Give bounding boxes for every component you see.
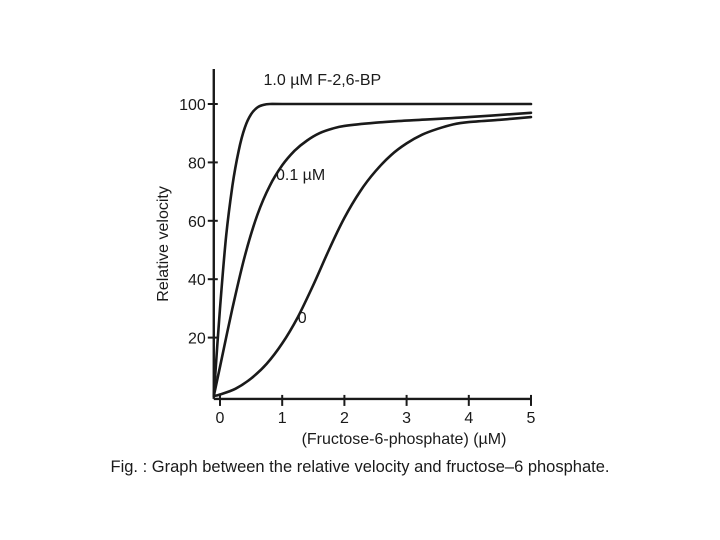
x-tick-label: 0: [216, 410, 225, 427]
figure-caption: Fig. : Graph between the relative veloci…: [110, 458, 610, 476]
labels: 1.0 µM F-2,6-BP 0.1 µM 0: [264, 72, 382, 327]
axes: 20 40 60 80 100 0 1 2 3 4 5 Relative velocity (Fruct…: [155, 68, 536, 448]
y-tick-label: 20: [188, 331, 206, 348]
curve-series-2: [212, 111, 533, 398]
series-label-2: 0.1 µM: [276, 167, 325, 184]
x-tick-label: 5: [527, 410, 536, 427]
curve-series-1: [212, 102, 533, 398]
y-tick-label: 100: [179, 97, 206, 114]
x-tick-label: 1: [278, 410, 287, 427]
x-tick-label: 4: [464, 410, 473, 427]
x-tick-label: 2: [340, 410, 349, 427]
y-tick-label: 40: [188, 272, 206, 289]
x-axis-label: (Fructose-6-phosphate) (µM): [302, 431, 507, 448]
series-label-3: 0: [298, 310, 307, 327]
curves: [212, 102, 533, 398]
series-label-1: 1.0 µM F-2,6-BP: [264, 72, 382, 89]
curve-series-3: [212, 115, 533, 398]
y-tick-label: 80: [188, 155, 206, 172]
y-tick-label: 60: [188, 214, 206, 231]
x-tick-label: 3: [402, 410, 411, 427]
y-axis-label: Relative velocity: [155, 186, 172, 302]
